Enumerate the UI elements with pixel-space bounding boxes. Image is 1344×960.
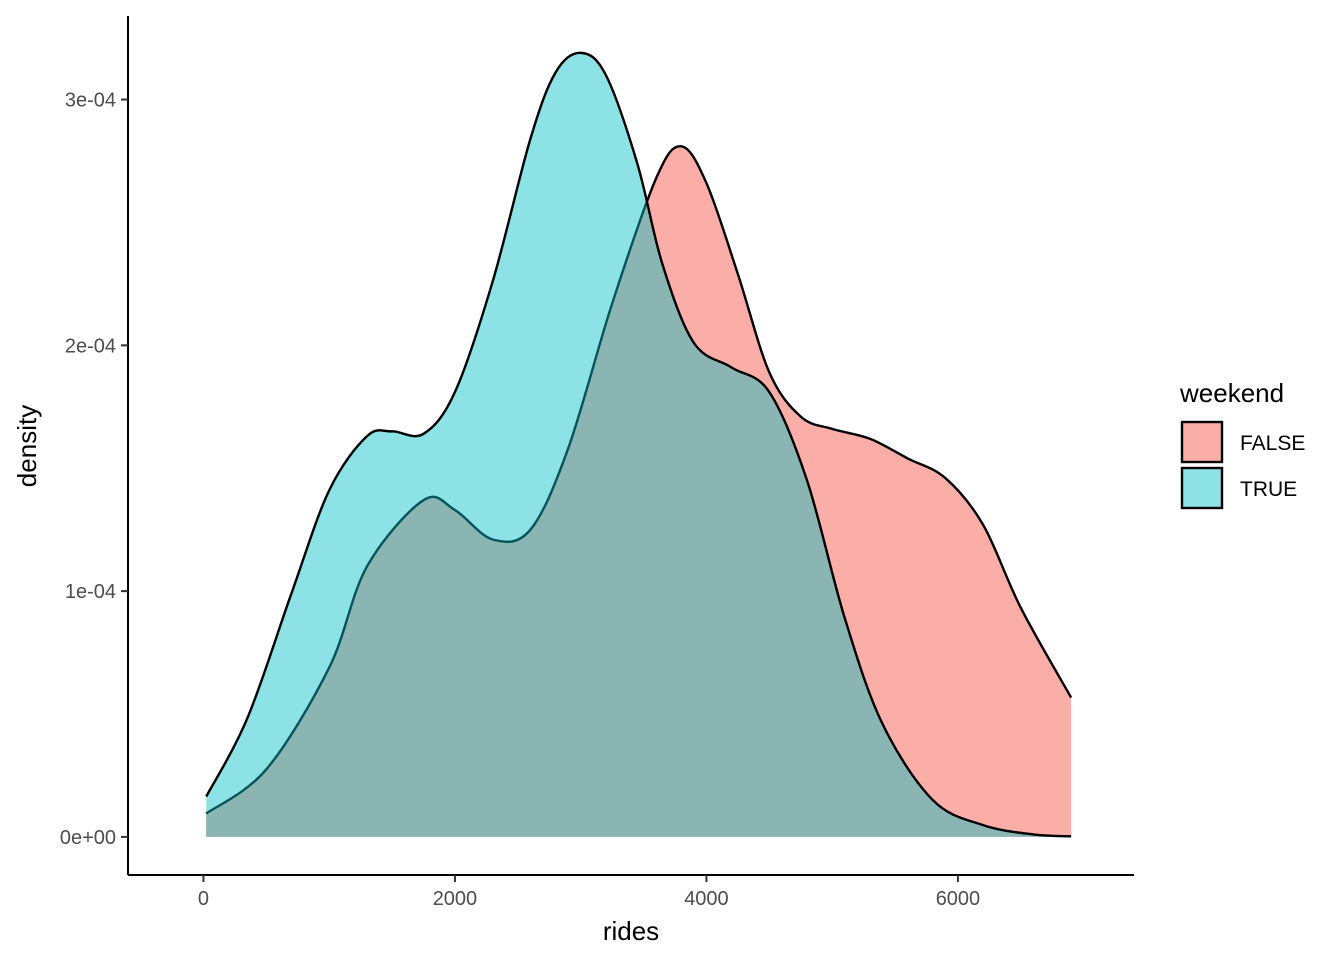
density-area-true xyxy=(206,52,1072,837)
y-axis-title: density xyxy=(12,405,42,487)
x-tick-label: 4000 xyxy=(684,888,729,910)
x-axis-title: rides xyxy=(603,916,659,946)
x-tick-label: 6000 xyxy=(936,888,981,910)
legend-items: FALSE TRUE xyxy=(1180,420,1305,510)
density-line-false xyxy=(205,145,1073,815)
legend-key-bg-true xyxy=(1181,467,1223,509)
y-tick-label: 3e-04 xyxy=(65,90,116,112)
x-axis-ticks: 0 2000 4000 6000 xyxy=(198,875,980,910)
x-tick-label: 0 xyxy=(198,888,209,910)
legend: weekend FALSE TRUE xyxy=(1179,378,1305,510)
legend-key-true xyxy=(1180,466,1224,510)
density-area-false xyxy=(206,146,1072,837)
legend-title: weekend xyxy=(1179,378,1284,408)
x-tick-label: 2000 xyxy=(433,888,478,910)
legend-label-true: TRUE xyxy=(1240,478,1297,501)
y-tick-label: 0e+00 xyxy=(60,827,116,849)
y-tick-label: 1e-04 xyxy=(65,581,116,603)
density-series-layer xyxy=(205,51,1073,838)
legend-key-false xyxy=(1180,420,1224,464)
legend-label-false: FALSE xyxy=(1240,432,1305,455)
y-tick-label: 2e-04 xyxy=(65,335,116,357)
density-line-true xyxy=(205,51,1072,838)
y-axis-ticks: 0e+00 1e-04 2e-04 3e-04 xyxy=(60,90,128,849)
plot-panel: 0 2000 4000 6000 0e+00 1e-04 2e-04 3e-04 xyxy=(60,16,1134,910)
